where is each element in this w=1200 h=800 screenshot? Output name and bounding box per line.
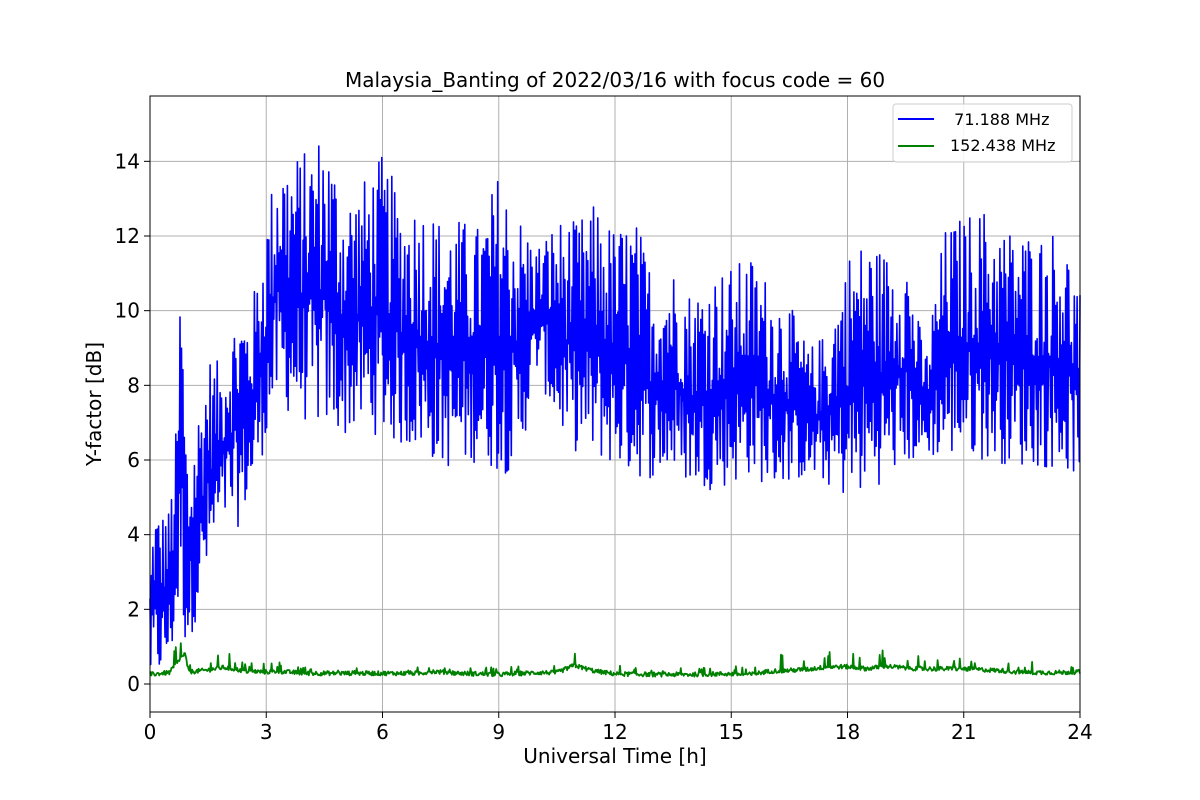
y-tick-label: 8 <box>127 373 140 397</box>
y-tick-label: 2 <box>127 597 140 621</box>
y-tick-label: 4 <box>127 523 140 547</box>
x-tick-label: 24 <box>1067 720 1092 744</box>
y-tick-label: 10 <box>115 299 140 323</box>
y-tick-label: 0 <box>127 672 140 696</box>
y-tick-label: 12 <box>115 224 140 248</box>
x-tick-label: 12 <box>602 720 627 744</box>
legend: 71.188 MHz 152.438 MHz <box>892 103 1073 163</box>
x-tick-label: 6 <box>376 720 389 744</box>
x-tick-label: 0 <box>144 720 157 744</box>
x-tick-label: 18 <box>835 720 860 744</box>
series-line-152mhz <box>149 642 1081 678</box>
x-axis-label: Universal Time [h] <box>523 744 706 768</box>
legend-box <box>892 103 1073 163</box>
x-tick-label: 3 <box>260 720 273 744</box>
plot-area <box>149 145 1081 678</box>
x-tick-label: 21 <box>951 720 976 744</box>
y-axis-label: Y-factor [dB] <box>82 342 106 467</box>
legend-label-152mhz: 152.438 MHz <box>950 136 1055 155</box>
x-tick-label: 15 <box>719 720 744 744</box>
x-axis-ticks: 0 3 6 9 12 15 18 21 24 <box>144 712 1093 744</box>
y-axis-ticks: 0 2 4 6 8 10 12 14 <box>115 149 150 696</box>
legend-label-71mhz: 71.188 MHz <box>944 110 1049 129</box>
chart-title: Malaysia_Banting of 2022/03/16 with focu… <box>345 68 885 92</box>
x-tick-label: 9 <box>492 720 505 744</box>
series-line-71mhz <box>149 145 1081 666</box>
y-tick-label: 6 <box>127 448 140 472</box>
y-tick-label: 14 <box>115 149 140 173</box>
